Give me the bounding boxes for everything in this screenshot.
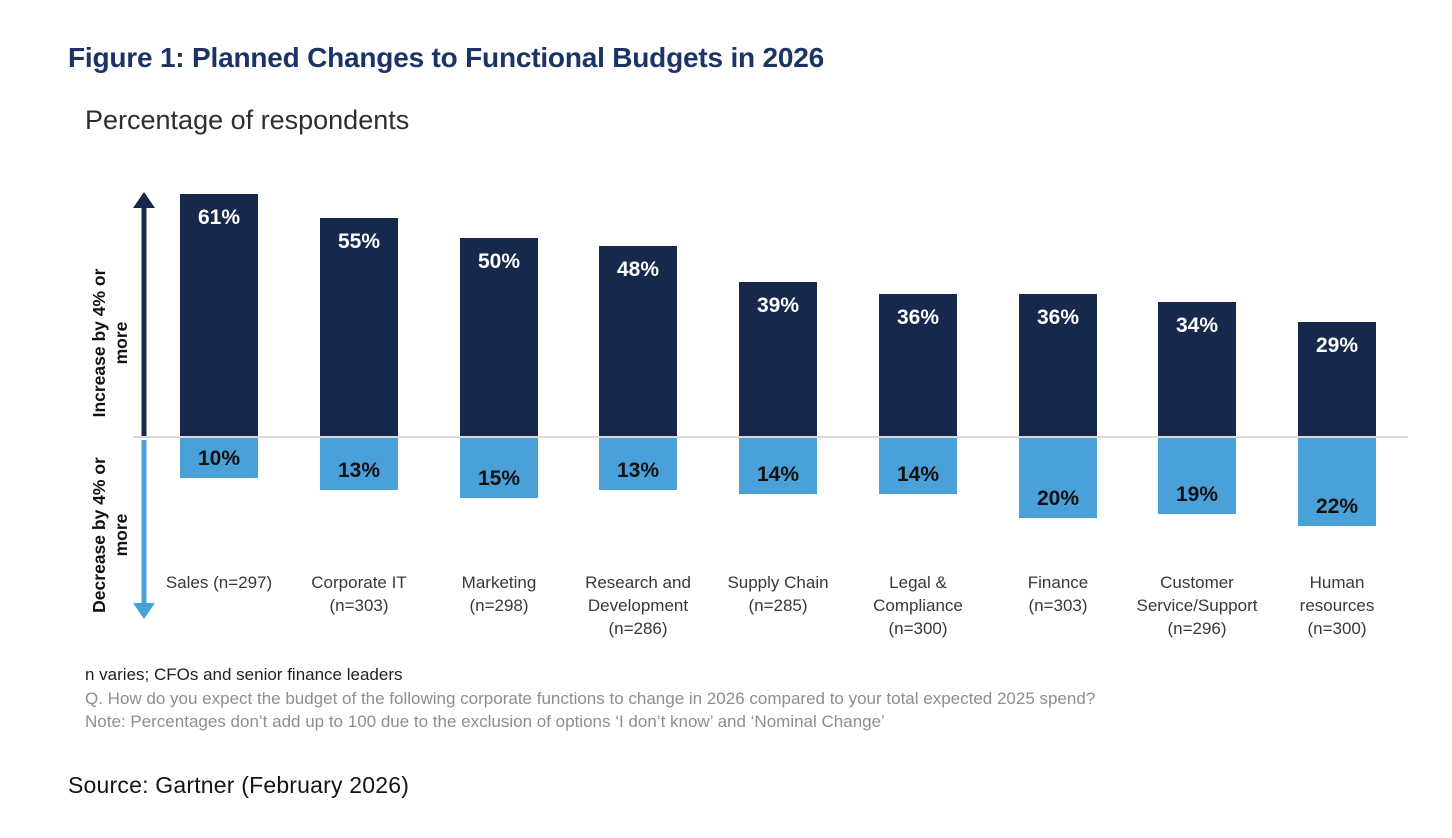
bar-value-label: 48% [616,258,660,281]
category-label: Human resources (n=300) [1299,573,1375,638]
bar-increase: 61% [180,194,258,438]
decrease-arrow-icon [133,440,155,619]
bar-value-label: 13% [337,459,381,482]
category-label: Legal & Compliance (n=300) [873,573,963,638]
bar-value-label: 14% [756,463,800,486]
bar-increase: 55% [320,218,398,438]
bar-value-label: 50% [477,250,521,273]
bar-value-label: 55% [337,230,381,253]
bar-value-label: 36% [896,306,940,329]
bar-value-label: 14% [896,463,940,486]
bar-value-label: 61% [197,206,241,229]
category-label: Marketing (n=298) [461,573,537,615]
bar-increase: 34% [1158,302,1236,438]
footnote-note: Note: Percentages don’t add up to 100 du… [85,712,885,731]
increase-arrow-icon [133,192,155,437]
bar-increase: 39% [739,282,817,438]
bar-decrease: 13% [320,438,398,490]
bar-decrease: 20% [1019,438,1097,518]
bar-decrease: 13% [599,438,677,490]
bar-value-label: 29% [1315,334,1359,357]
bar-decrease: 15% [460,438,538,498]
bar-increase: 29% [1298,322,1376,438]
bar-decrease: 19% [1158,438,1236,514]
category-label: Corporate IT (n=303) [311,573,407,615]
bar-increase: 36% [879,294,957,438]
source-attribution: Source: Gartner (February 2026) [68,772,410,798]
bar-value-label: 20% [1036,487,1080,510]
bar-decrease: 22% [1298,438,1376,526]
footnote-sample: n varies; CFOs and senior finance leader… [85,665,403,684]
bar-decrease: 14% [879,438,957,494]
category-label: Supply Chain (n=285) [727,573,829,615]
bar-value-label: 15% [477,467,521,490]
bar-value-label: 19% [1175,483,1219,506]
bar-increase: 36% [1019,294,1097,438]
bar-increase: 48% [599,246,677,438]
bar-value-label: 22% [1315,495,1359,518]
category-label: Research and Development (n=286) [585,573,691,638]
footnote-question: Q. How do you expect the budget of the f… [85,689,1096,708]
bar-value-label: 39% [756,294,800,317]
bar-decrease: 14% [739,438,817,494]
figure-title: Figure 1: Planned Changes to Functional … [68,42,824,73]
bar-value-label: 13% [616,459,660,482]
y-axis-title: Percentage of respondents [85,105,410,135]
zero-baseline [133,436,1408,438]
bar-value-label: 10% [197,447,241,470]
bar-value-label: 36% [1036,306,1080,329]
bar-decrease: 10% [180,438,258,478]
bar-increase: 50% [460,238,538,438]
axis-arrows [133,192,155,619]
bar-value-label: 34% [1175,314,1219,337]
category-label: Sales (n=297) [165,573,273,592]
category-label: Customer Service/Support (n=296) [1136,573,1258,638]
category-label: Finance (n=303) [1027,573,1089,615]
